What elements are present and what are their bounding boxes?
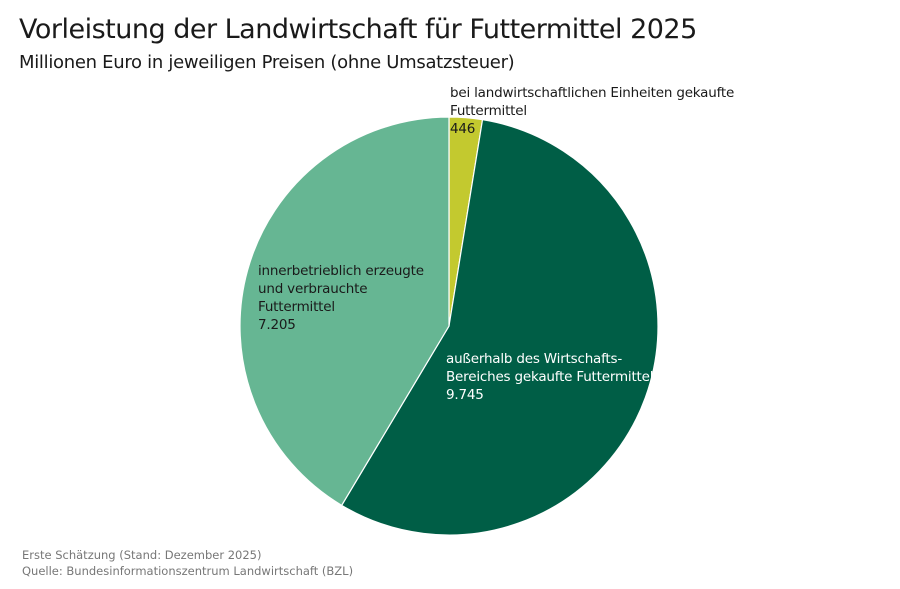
slice-label-1: außerhalb des Wirtschafts-Bereiches geka… [446,350,676,404]
chart-subtitle: Millionen Euro in jeweiligen Preisen (oh… [19,52,515,73]
chart-title: Vorleistung der Landwirtschaft für Futte… [19,14,697,45]
slice-label-text: bei landwirtschaftlichen Einheiten gekau… [450,85,735,119]
slice-value-label: 446 [450,121,476,137]
slice-value-label: 7.205 [258,317,296,333]
footer-source: Quelle: Bundesinformationszentrum Landwi… [22,564,354,578]
slice-label-2: innerbetrieblich erzeugte und verbraucht… [258,262,448,334]
slice-value-label: 9.745 [446,387,484,403]
slice-label-text: innerbetrieblich erzeugte und verbraucht… [258,263,424,315]
slice-label-text: außerhalb des Wirtschafts-Bereiches geka… [446,351,654,385]
slice-label-0: bei landwirtschaftlichen Einheiten gekau… [450,84,740,138]
pie-slice-1 [340,119,659,536]
footer-note: Erste Schätzung (Stand: Dezember 2025) [22,548,262,562]
pie-slice-2 [239,116,450,507]
